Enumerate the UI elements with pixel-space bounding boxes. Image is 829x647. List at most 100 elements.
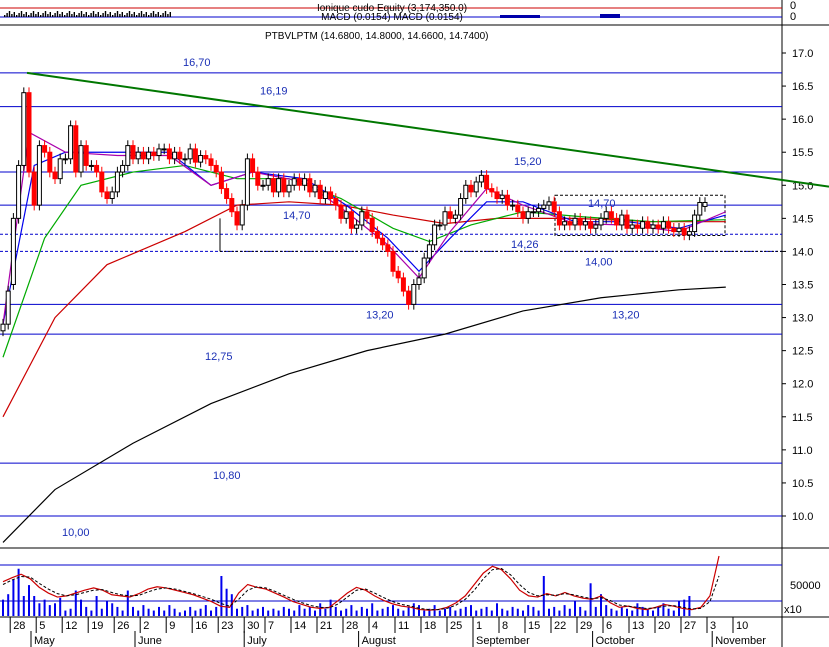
candle-body — [156, 148, 162, 157]
x-day-label: 14 — [294, 620, 306, 632]
x-day-label: 15 — [528, 620, 540, 632]
x-day-label: 22 — [554, 620, 566, 632]
strip-bar — [109, 12, 111, 17]
candle-body — [530, 211, 536, 214]
volume-bar — [277, 610, 280, 616]
strip-bar — [61, 12, 63, 17]
candle-body — [348, 211, 354, 229]
candle-body — [31, 171, 37, 206]
candle-body — [125, 145, 131, 166]
volume-bar — [288, 608, 290, 616]
y-tick-label: 13.0 — [792, 313, 813, 325]
candle-body — [270, 178, 276, 193]
candle-body — [364, 211, 370, 219]
volume-bar — [563, 605, 566, 616]
x-day-label: 21 — [320, 620, 332, 632]
volume-bar — [345, 608, 348, 616]
candle-body — [120, 164, 126, 173]
volume-bar — [236, 608, 238, 616]
candle-body — [551, 201, 557, 213]
strip-bar — [116, 11, 119, 17]
volume-bar — [137, 610, 140, 616]
strip-bar — [6, 13, 8, 17]
strip-bar — [59, 14, 61, 17]
strip-bar — [88, 15, 90, 17]
candle-body — [572, 217, 578, 226]
volume-bar — [38, 603, 41, 616]
y-tick-label: 14.5 — [792, 213, 813, 225]
volume-bar — [490, 610, 493, 616]
candle-body — [681, 227, 687, 236]
candle-body — [676, 227, 682, 233]
candle-body — [135, 151, 141, 160]
candle-body — [463, 184, 469, 200]
volume-bar — [111, 603, 114, 616]
volume-bar — [594, 606, 597, 616]
strip-bar — [107, 14, 109, 17]
volume-bar — [688, 596, 691, 616]
volume-bar — [319, 603, 322, 616]
x-day-label: 19 — [91, 620, 103, 632]
candle-body — [395, 270, 401, 279]
strip-bar — [49, 12, 51, 17]
volume-bar — [667, 608, 670, 616]
volume-bar — [173, 608, 176, 616]
y-tick-label: 16.0 — [792, 114, 813, 126]
candle-body — [624, 214, 630, 229]
volume-bar — [574, 601, 576, 616]
candle-body — [619, 214, 625, 226]
volume-bar — [282, 606, 285, 616]
x-day-label: 3 — [710, 620, 716, 632]
volume-bar — [412, 603, 415, 616]
strip-bar — [600, 14, 620, 18]
volume-bar — [626, 608, 628, 616]
volume-bar — [48, 605, 51, 616]
strip-bar — [131, 14, 133, 17]
x-day-label: 27 — [684, 620, 696, 632]
candle-body — [73, 125, 79, 173]
volume-bar — [506, 610, 509, 616]
candle-body — [47, 151, 53, 173]
volume-bar — [433, 605, 436, 616]
y-tick-label: 14.0 — [792, 246, 813, 258]
candle-body — [42, 145, 48, 153]
level-label: 13,20 — [612, 309, 640, 321]
candle-body — [276, 178, 282, 193]
candle-body — [291, 178, 297, 186]
volume-bar — [241, 606, 244, 616]
candle-body — [99, 171, 105, 193]
volume-bar — [641, 606, 644, 616]
strip-bar — [124, 15, 126, 17]
candle-body — [478, 174, 484, 183]
volume-bar — [537, 610, 540, 616]
x-day-label: 25 — [450, 620, 462, 632]
candle-body — [229, 198, 235, 213]
volume-bar — [662, 603, 665, 616]
volume-bar — [584, 610, 587, 616]
volume-bar — [132, 606, 134, 616]
volume-bar — [184, 610, 186, 616]
x-day-label: 12 — [65, 620, 77, 632]
volume-bar — [501, 608, 504, 616]
candle-body — [515, 204, 521, 213]
candle-body — [614, 217, 620, 226]
strip-bar — [16, 15, 18, 17]
x-day-label: 7 — [268, 620, 274, 632]
candle-body — [140, 151, 146, 160]
volume-bar — [90, 610, 93, 616]
strip-bar — [23, 14, 25, 17]
candle-body — [213, 164, 219, 173]
volume-bar — [59, 597, 62, 616]
candle-body — [322, 191, 328, 200]
candle-body — [510, 204, 516, 207]
level-label: 14,00 — [585, 256, 613, 268]
strip-bar — [121, 12, 123, 17]
volume-bar — [2, 599, 4, 616]
moving-average-line — [2, 286, 726, 543]
volume-bar — [251, 610, 254, 616]
candle-body — [192, 148, 198, 163]
candle-body — [577, 217, 583, 226]
x-month-label: August — [362, 635, 396, 647]
candle-body — [307, 178, 313, 193]
volume-bar — [43, 599, 46, 616]
